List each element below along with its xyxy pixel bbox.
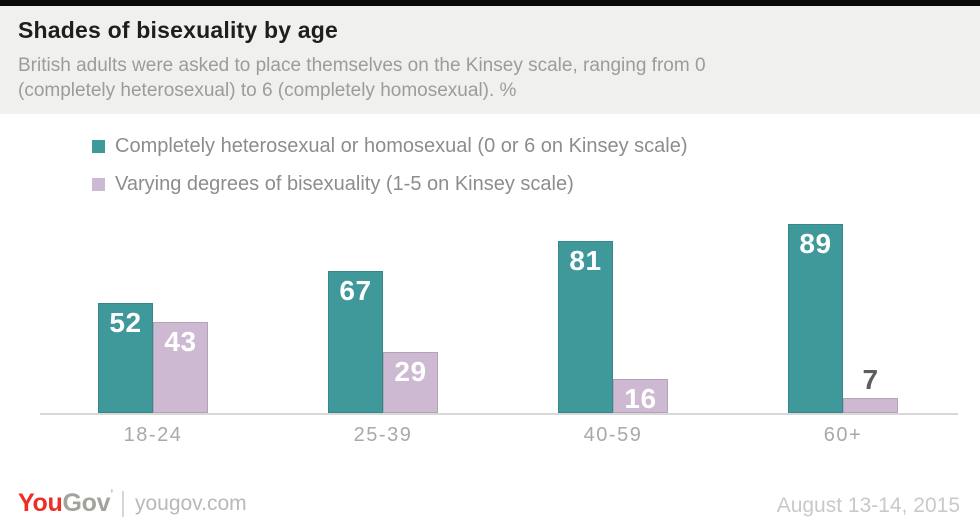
bar-value-label-60+-bi: 7	[862, 364, 879, 395]
subtitle-line-2: (completely heterosexual) to 6 (complete…	[18, 80, 517, 101]
bar-kinsey-1-5-25-39	[383, 352, 438, 413]
x-axis-label-25-39: 25-39	[353, 424, 413, 446]
logo-trademark-icon: ’	[110, 488, 113, 500]
x-axis-line	[40, 413, 958, 415]
legend-item-label: Completely heterosexual or homosexual (0…	[115, 134, 688, 157]
bar-kinsey-1-5-18-24	[153, 322, 208, 413]
legend-swatch-teal-icon	[92, 139, 105, 153]
report-date: August 13-14, 2015	[776, 494, 960, 517]
bar-kinsey-0-6-18-24	[98, 303, 153, 413]
x-axis-label-60+: 60+	[823, 424, 863, 446]
legend-item-heterosexual-homosexual: Completely heterosexual or homosexual (0…	[92, 127, 688, 165]
subtitle-line-1: British adults were asked to place thems…	[18, 55, 706, 76]
legend-item-label: Varying degrees of bisexuality (1-5 on K…	[115, 172, 574, 195]
bar-kinsey-0-6-40-59	[558, 241, 613, 413]
bar-kinsey-0-6-60+	[788, 224, 843, 413]
chart-header: Shades of bisexuality by age British adu…	[0, 6, 980, 114]
bar-kinsey-0-6-25-39	[328, 271, 383, 413]
page-title: Shades of bisexuality by age	[18, 17, 339, 43]
x-axis-label-18-24: 18-24	[123, 424, 183, 446]
legend-item-bisexuality: Varying degrees of bisexuality (1-5 on K…	[92, 165, 688, 203]
site-url: yougov.com	[134, 491, 247, 515]
bar-value-label-40-59-main: 81	[569, 245, 602, 276]
chart-subtitle: British adults were asked to place thems…	[18, 53, 960, 103]
yougov-brand: YouGov’ yougov.com	[18, 489, 247, 518]
logo-you: You	[18, 489, 63, 517]
logo-gov: Gov	[62, 489, 111, 517]
bar-value-label-25-39-bi: 29	[394, 356, 427, 387]
x-axis-label-40-59: 40-59	[583, 424, 643, 446]
footer: YouGov’ yougov.com August 13-14, 2015	[18, 489, 960, 518]
footer-divider	[121, 490, 124, 517]
top-accent-strip	[0, 0, 980, 6]
bar-value-label-18-24-main: 52	[109, 307, 142, 338]
bar-value-label-40-59-bi: 16	[624, 383, 657, 414]
yougov-logo: YouGov’	[18, 489, 113, 518]
bar-value-label-25-39-main: 67	[339, 275, 372, 306]
bar-kinsey-1-5-40-59	[613, 379, 668, 413]
bar-value-label-60+-main: 89	[799, 228, 832, 259]
bar-kinsey-1-5-60+	[843, 398, 898, 413]
bar-value-label-18-24-bi: 43	[164, 326, 197, 357]
legend: Completely heterosexual or homosexual (0…	[92, 127, 688, 203]
legend-swatch-lilac-icon	[92, 177, 105, 191]
